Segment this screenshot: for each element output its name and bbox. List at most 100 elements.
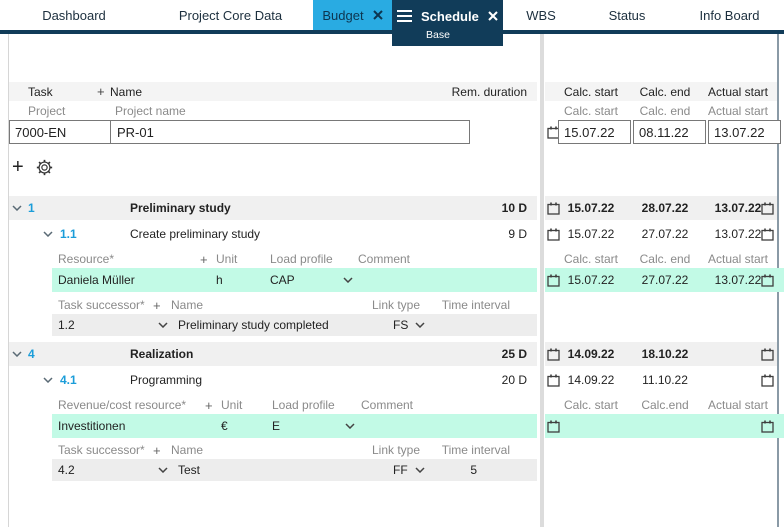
calc-start-label: Calc. start [563, 252, 618, 266]
tab-schedule[interactable]: Schedule Base [392, 0, 503, 46]
resource-load-profile[interactable]: E [272, 419, 281, 433]
calc-end-value[interactable] [632, 414, 698, 438]
calendar-icon[interactable] [547, 268, 561, 292]
panel-splitter[interactable] [540, 34, 544, 527]
add-resource-icon[interactable]: + [200, 251, 208, 267]
resource-row[interactable]: Daniela Müller h CAP [9, 268, 537, 292]
tab-dashboard[interactable]: Dashboard [0, 0, 148, 30]
task-name[interactable]: Preliminary study [130, 201, 231, 215]
subtask-name[interactable]: Create preliminary study [130, 227, 261, 241]
add-task-icon[interactable]: + [12, 156, 24, 178]
calendar-icon[interactable] [761, 414, 775, 438]
calc-start-value[interactable] [558, 414, 624, 438]
chevron-down-icon[interactable] [43, 222, 53, 246]
task-name[interactable]: Realization [130, 347, 194, 361]
gear-icon[interactable] [36, 156, 53, 178]
successor-id[interactable]: 4.2 [58, 463, 75, 477]
project-calc-start-field[interactable]: 15.07.22 [558, 120, 631, 144]
calc-end-value[interactable]: 11.10.22 [642, 373, 688, 387]
subtask-name[interactable]: Programming [130, 373, 203, 387]
add-successor-icon[interactable]: + [153, 442, 161, 458]
calc-start-value[interactable]: 15.07.22 [567, 201, 615, 215]
successor-name[interactable]: Test [178, 463, 201, 477]
time-interval-value[interactable]: 5 [470, 463, 477, 477]
project-actual-start-field[interactable]: 13.07.22 [708, 120, 781, 144]
calendar-icon[interactable] [761, 196, 775, 220]
resource-name[interactable]: Daniela Müller [58, 273, 135, 287]
add-resource-icon[interactable]: + [205, 397, 213, 413]
successor-name[interactable]: Preliminary study completed [178, 318, 329, 332]
calendar-icon[interactable] [761, 222, 775, 246]
chevron-down-icon[interactable] [12, 342, 22, 366]
calc-start-value[interactable]: 15.07.22 [567, 227, 615, 241]
project-id-field[interactable]: 7000-EN [10, 121, 111, 143]
calendar-icon[interactable] [761, 368, 775, 392]
chevron-down-icon[interactable] [343, 268, 353, 292]
chevron-down-icon[interactable] [12, 196, 22, 220]
tab-schedule-top: Schedule [397, 2, 498, 30]
task-row[interactable]: 1 Preliminary study 10 D [9, 196, 537, 220]
actual-start-value[interactable]: 13.07.22 [714, 201, 762, 215]
chevron-down-icon[interactable] [43, 368, 53, 392]
chevron-down-icon[interactable] [158, 314, 168, 336]
project-calc-end-field[interactable]: 08.11.22 [633, 120, 706, 144]
successor-row[interactable]: 1.2 Preliminary study completed FS [9, 314, 537, 336]
calc-start-value[interactable]: 15.07.22 [567, 273, 615, 287]
calc-end-value[interactable]: 28.07.22 [641, 201, 689, 215]
tab-budget[interactable]: Budget [313, 0, 392, 30]
tab-project-core-data[interactable]: Project Core Data [148, 0, 313, 30]
calendar-icon[interactable] [761, 342, 775, 366]
subtask-row[interactable]: 1.1 Create preliminary study 9 D [9, 222, 537, 246]
calendar-icon[interactable] [547, 342, 561, 366]
calc-start-value[interactable]: 14.09.22 [567, 373, 615, 387]
col-task: Task [28, 84, 53, 99]
subtask-duration[interactable]: 20 D [501, 373, 527, 387]
calc-end-label: Calc.end [641, 398, 689, 412]
chevron-down-icon[interactable] [415, 459, 425, 481]
resource-unit[interactable]: € [221, 419, 228, 433]
resource-load-profile[interactable]: CAP [270, 273, 295, 287]
chevron-down-icon[interactable] [158, 459, 168, 481]
subtask-number: 1.1 [60, 227, 77, 241]
calc-start-label: Calc. start [563, 398, 618, 412]
tab-info-board[interactable]: Info Board [675, 0, 784, 30]
subtask-row[interactable]: 4.1 Programming 20 D [9, 368, 537, 392]
task-row[interactable]: 4 Realization 25 D [9, 342, 537, 366]
time-interval-label: Time interval [441, 298, 510, 312]
calendar-icon[interactable] [547, 368, 561, 392]
calc-end-value[interactable]: 18.10.22 [641, 347, 689, 361]
link-type-value[interactable]: FS [393, 318, 409, 332]
resource-unit[interactable]: h [216, 273, 223, 287]
calendar-icon[interactable] [547, 196, 561, 220]
actual-start-value[interactable]: 13.07.22 [714, 273, 762, 287]
task-duration[interactable]: 10 D [501, 201, 527, 215]
project-input-row: 7000-EN PR-01 [9, 120, 537, 144]
tab-status[interactable]: Status [579, 0, 675, 30]
calc-start-value[interactable]: 14.09.22 [567, 347, 615, 361]
calc-end-value[interactable]: 27.07.22 [641, 273, 689, 287]
add-successor-icon[interactable]: + [153, 297, 161, 313]
link-type-value[interactable]: FF [393, 463, 408, 477]
add-column-icon[interactable]: + [97, 84, 105, 99]
close-icon[interactable] [488, 11, 498, 21]
time-interval-value[interactable] [433, 314, 477, 336]
calendar-icon[interactable] [547, 222, 561, 246]
subtask-duration[interactable]: 9 D [508, 227, 527, 241]
calendar-icon[interactable] [761, 268, 775, 292]
project-name-field[interactable]: PR-01 [117, 124, 154, 140]
close-icon[interactable] [372, 10, 383, 20]
tab-schedule-sublabel: Base [426, 29, 450, 41]
resource-name[interactable]: Investitionen [58, 419, 126, 433]
calc-end-value[interactable]: 27.07.22 [641, 227, 689, 241]
menu-icon[interactable] [397, 10, 412, 22]
tab-wbs[interactable]: WBS [503, 0, 579, 30]
actual-start-value[interactable]: 13.07.22 [714, 227, 762, 241]
successor-row[interactable]: 4.2 Test FF 5 [9, 459, 537, 481]
resource-row[interactable]: Investitionen € E [9, 414, 537, 438]
chevron-down-icon[interactable] [345, 414, 355, 438]
successor-id[interactable]: 1.2 [58, 318, 75, 332]
task-duration[interactable]: 25 D [501, 347, 527, 361]
chevron-down-icon[interactable] [415, 314, 425, 336]
subtask-number: 4.1 [60, 373, 77, 387]
calendar-icon[interactable] [547, 414, 561, 438]
